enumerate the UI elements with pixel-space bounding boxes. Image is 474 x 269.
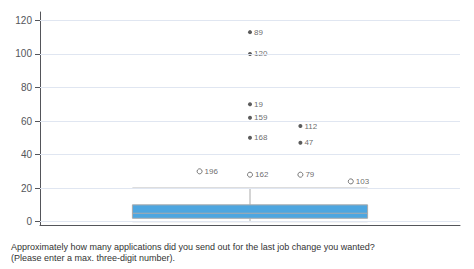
svg-text:120: 120 (15, 15, 32, 26)
svg-text:103: 103 (356, 177, 370, 186)
svg-text:80: 80 (21, 82, 33, 93)
svg-text:196: 196 (205, 167, 219, 176)
svg-text:159: 159 (254, 113, 268, 122)
svg-text:40: 40 (21, 149, 33, 160)
svg-text:162: 162 (255, 170, 269, 179)
svg-text:(Please enter a max. three-dig: (Please enter a max. three-digit number)… (11, 253, 175, 263)
svg-text:112: 112 (304, 122, 317, 131)
svg-text:0: 0 (26, 216, 32, 227)
svg-text:19: 19 (254, 100, 263, 109)
svg-text:Approximately how many applica: Approximately how many applications did … (11, 242, 375, 252)
svg-text:100: 100 (15, 48, 32, 59)
svg-text:120: 120 (254, 49, 268, 58)
svg-text:47: 47 (304, 138, 313, 147)
svg-text:20: 20 (21, 183, 33, 194)
svg-text:89: 89 (254, 28, 263, 37)
svg-text:168: 168 (254, 133, 268, 142)
svg-text:60: 60 (21, 116, 33, 127)
svg-text:79: 79 (305, 170, 314, 179)
